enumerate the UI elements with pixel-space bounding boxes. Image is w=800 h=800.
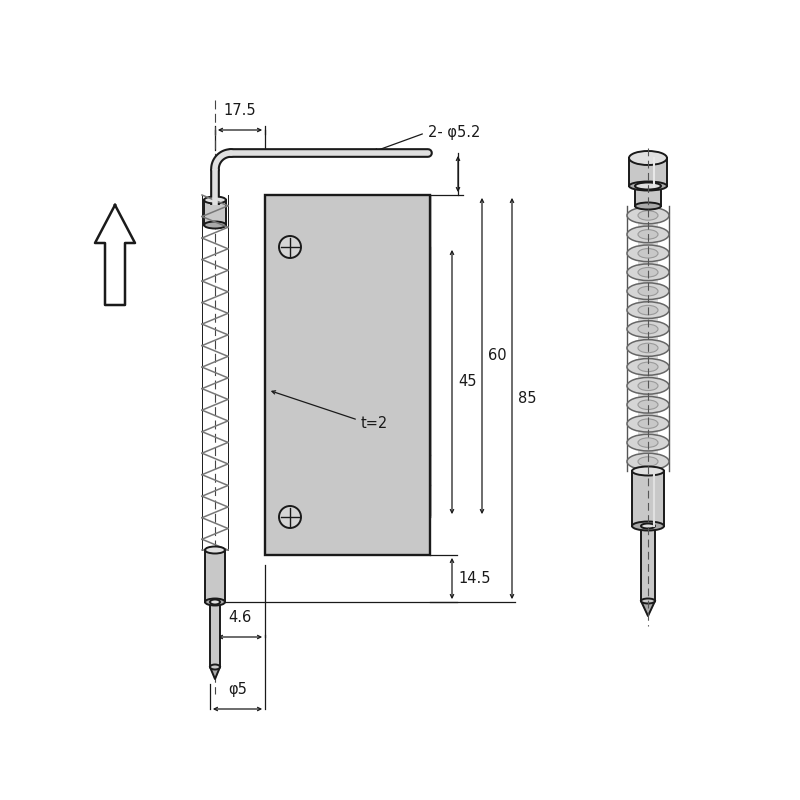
Ellipse shape	[204, 197, 226, 203]
Ellipse shape	[204, 222, 226, 229]
Ellipse shape	[627, 207, 669, 224]
Ellipse shape	[638, 286, 658, 296]
Ellipse shape	[638, 438, 658, 447]
Ellipse shape	[627, 358, 669, 375]
Ellipse shape	[635, 182, 661, 190]
Text: 45: 45	[458, 374, 477, 390]
Ellipse shape	[627, 454, 669, 470]
Ellipse shape	[627, 434, 669, 451]
Ellipse shape	[627, 378, 669, 394]
Ellipse shape	[627, 245, 669, 262]
Ellipse shape	[641, 598, 655, 603]
Circle shape	[279, 506, 301, 528]
Ellipse shape	[627, 415, 669, 432]
Ellipse shape	[627, 340, 669, 356]
Ellipse shape	[638, 381, 658, 390]
Bar	[629, 158, 667, 186]
Text: 4.6: 4.6	[228, 610, 252, 625]
Ellipse shape	[638, 419, 658, 429]
Text: t=2: t=2	[361, 415, 388, 430]
Ellipse shape	[638, 306, 658, 315]
Bar	[635, 186, 661, 206]
Text: 2- φ5.2: 2- φ5.2	[428, 126, 480, 141]
Polygon shape	[95, 205, 135, 305]
Ellipse shape	[627, 264, 669, 281]
Bar	[205, 550, 225, 602]
Text: 60: 60	[488, 349, 506, 363]
Polygon shape	[641, 601, 655, 616]
Ellipse shape	[629, 151, 667, 165]
Ellipse shape	[638, 324, 658, 334]
Text: φ5: φ5	[228, 682, 247, 697]
Polygon shape	[210, 667, 220, 679]
Ellipse shape	[205, 546, 225, 554]
Text: 85: 85	[518, 391, 537, 406]
Ellipse shape	[205, 598, 225, 606]
Ellipse shape	[210, 599, 220, 605]
Ellipse shape	[638, 362, 658, 372]
Ellipse shape	[638, 343, 658, 353]
Ellipse shape	[627, 283, 669, 299]
Ellipse shape	[210, 665, 220, 670]
Bar	[638, 206, 658, 471]
Ellipse shape	[627, 321, 669, 338]
Bar	[204, 200, 226, 225]
Bar	[265, 195, 430, 555]
Ellipse shape	[638, 400, 658, 410]
Ellipse shape	[629, 182, 667, 190]
Ellipse shape	[641, 523, 655, 529]
Text: 17.5: 17.5	[224, 103, 256, 118]
Ellipse shape	[635, 202, 661, 210]
Bar	[641, 526, 655, 601]
Ellipse shape	[638, 267, 658, 277]
Ellipse shape	[627, 226, 669, 242]
Bar	[632, 471, 664, 526]
Circle shape	[279, 236, 301, 258]
Bar	[210, 602, 220, 667]
Ellipse shape	[627, 397, 669, 413]
Ellipse shape	[632, 466, 664, 475]
Ellipse shape	[638, 249, 658, 258]
Ellipse shape	[632, 522, 664, 530]
Text: 14.5: 14.5	[458, 571, 490, 586]
Ellipse shape	[638, 210, 658, 220]
Ellipse shape	[638, 230, 658, 239]
Ellipse shape	[638, 457, 658, 466]
Ellipse shape	[627, 302, 669, 318]
